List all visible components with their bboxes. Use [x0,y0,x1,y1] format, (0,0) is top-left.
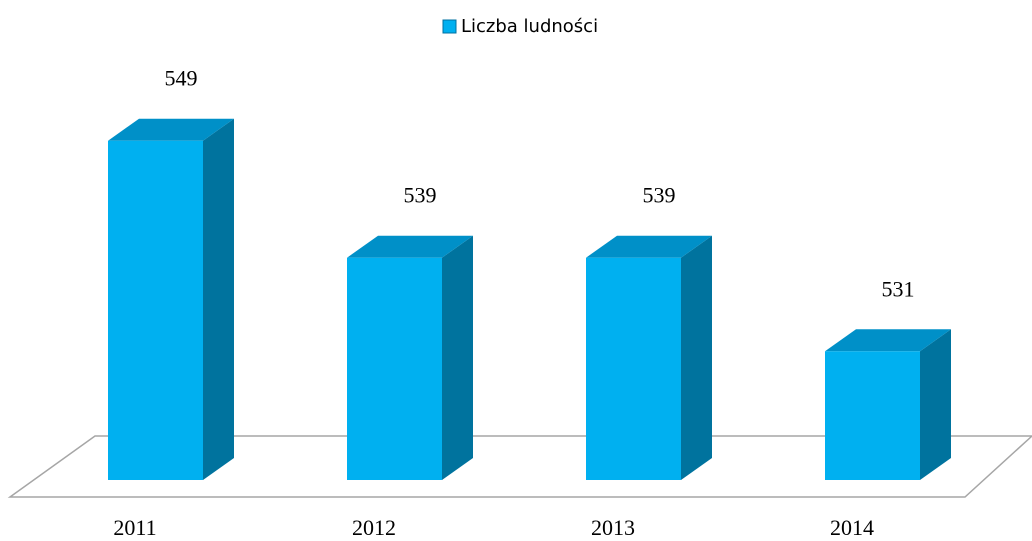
bar-top [108,118,234,141]
bar [108,118,234,480]
floor [7,435,1032,498]
bar-top [586,235,712,258]
data-label: 531 [882,276,915,301]
legend-marker [442,19,457,34]
bar-front [347,257,442,480]
bar [347,235,473,480]
bar [586,235,712,480]
data-label: 539 [404,183,437,208]
bar-side [203,118,234,480]
legend-label: Liczba ludności [461,16,598,37]
bar-side [442,235,473,480]
bar-front [825,351,920,480]
bar-side [920,329,951,480]
data-label: 549 [165,66,198,91]
bar-front [586,257,681,480]
x-tick-label: 2012 [352,515,396,540]
x-tick-label: 2013 [591,515,635,540]
x-tick-label: 2014 [830,515,874,540]
bar-top [825,329,951,352]
data-label: 539 [643,183,676,208]
x-tick-label: 2011 [113,515,156,540]
bar-front [108,140,203,480]
bar [825,329,951,480]
bar-top [347,235,473,258]
bar-side [681,235,712,480]
